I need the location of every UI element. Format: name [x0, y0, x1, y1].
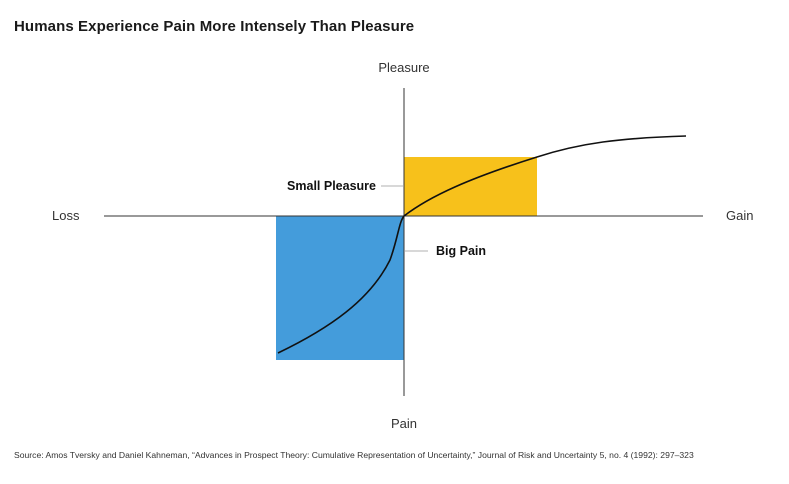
chart-title: Humans Experience Pain More Intensely Th…	[14, 18, 415, 35]
source-note: Source: Amos Tversky and Daniel Kahneman…	[14, 450, 694, 460]
big-pain-label: Big Pain	[436, 244, 486, 258]
pleasure-axis-label: Pleasure	[378, 60, 429, 75]
value-curve	[277, 135, 687, 354]
small-pleasure-label: Small Pleasure	[287, 179, 376, 193]
pain-axis-label: Pain	[391, 416, 417, 431]
pain-box	[276, 216, 404, 360]
gain-axis-label: Gain	[726, 208, 753, 223]
loss-axis-label: Loss	[52, 208, 80, 223]
pleasure-box	[404, 157, 537, 216]
